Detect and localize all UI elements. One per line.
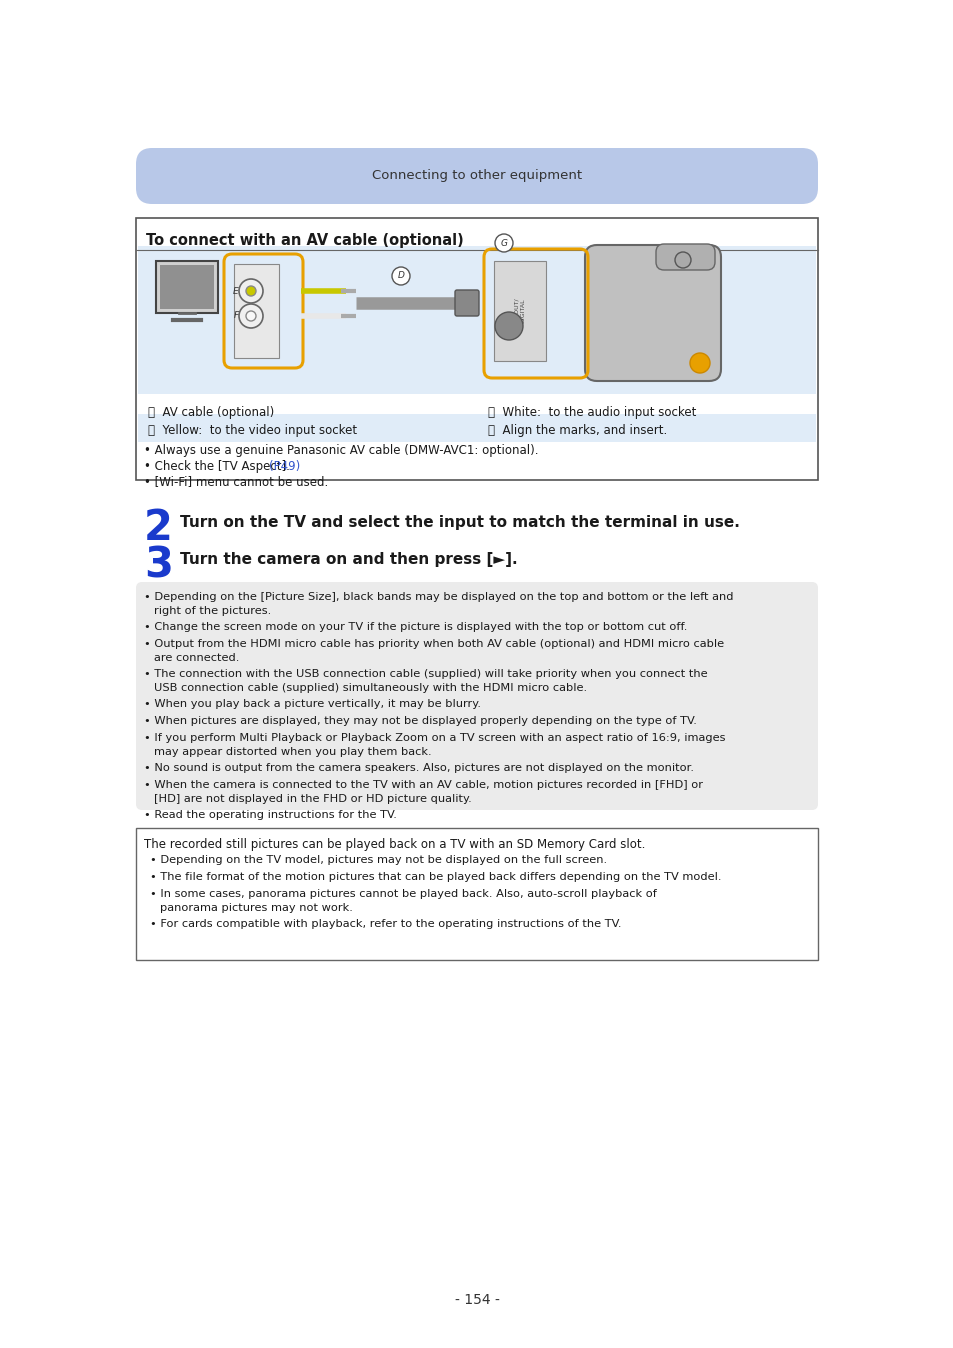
Bar [233, 264, 278, 359]
Text: • Change the screen mode on your TV if the picture is displayed with the top or : • Change the screen mode on your TV if t… [144, 621, 687, 632]
Circle shape [246, 286, 255, 297]
Text: • Read the operating instructions for the TV.: • Read the operating instructions for th… [144, 810, 396, 820]
Text: To connect with an AV cable (optional): To connect with an AV cable (optional) [146, 232, 463, 248]
Text: • The file format of the motion pictures that can be played back differs dependi: • The file format of the motion pictures… [150, 872, 720, 882]
FancyBboxPatch shape [656, 244, 714, 270]
Text: • [Wi-Fi] menu cannot be used.: • [Wi-Fi] menu cannot be used. [144, 474, 328, 488]
Text: • Output from the HDMI micro cable has priority when both AV cable (optional) an: • Output from the HDMI micro cable has p… [144, 639, 723, 648]
Text: • No sound is output from the camera speakers. Also, pictures are not displayed : • No sound is output from the camera spe… [144, 763, 693, 772]
Text: 3: 3 [144, 545, 172, 586]
Bar [138, 245, 815, 394]
Text: - 154 -: - 154 - [454, 1293, 499, 1308]
Text: • Check the [TV Aspect].: • Check the [TV Aspect]. [144, 460, 294, 473]
Text: Turn on the TV and select the input to match the terminal in use.: Turn on the TV and select the input to m… [180, 515, 740, 530]
Circle shape [246, 311, 255, 321]
Text: • If you perform Multi Playback or Playback Zoom on a TV screen with an aspect r: • If you perform Multi Playback or Playb… [144, 733, 724, 743]
Text: D: D [397, 271, 404, 280]
FancyBboxPatch shape [136, 582, 817, 810]
Circle shape [689, 353, 709, 373]
Text: [HD] are not displayed in the FHD or HD picture quality.: [HD] are not displayed in the FHD or HD … [153, 794, 471, 803]
Text: are connected.: are connected. [153, 652, 239, 663]
Circle shape [675, 252, 690, 268]
Text: Turn the camera on and then press [►].: Turn the camera on and then press [►]. [180, 551, 517, 568]
Text: right of the pictures.: right of the pictures. [153, 607, 271, 616]
Text: (P49): (P49) [269, 460, 300, 473]
FancyBboxPatch shape [136, 218, 817, 480]
Text: USB connection cable (supplied) simultaneously with the HDMI micro cable.: USB connection cable (supplied) simultan… [153, 683, 586, 693]
FancyBboxPatch shape [455, 290, 478, 315]
Text: AV OUT/
DIGITAL: AV OUT/ DIGITAL [514, 298, 525, 324]
Text: G: G [500, 239, 507, 248]
Text: • In some cases, panorama pictures cannot be played back. Also, auto-scroll play: • In some cases, panorama pictures canno… [150, 888, 657, 899]
Circle shape [239, 305, 263, 328]
Text: ⓕ  White:  to the audio input socket: ⓕ White: to the audio input socket [488, 406, 696, 419]
FancyBboxPatch shape [156, 262, 218, 313]
FancyBboxPatch shape [584, 245, 720, 381]
Bar [138, 414, 815, 442]
Bar [160, 266, 213, 309]
Text: 2: 2 [144, 507, 172, 549]
Text: • The connection with the USB connection cable (supplied) will take priority whe: • The connection with the USB connection… [144, 669, 707, 679]
Text: • When the camera is connected to the TV with an AV cable, motion pictures recor: • When the camera is connected to the TV… [144, 780, 702, 790]
Circle shape [392, 267, 410, 284]
Text: F: F [233, 311, 238, 321]
Circle shape [495, 311, 522, 340]
FancyBboxPatch shape [136, 828, 817, 960]
Text: • When you play back a picture vertically, it may be blurry.: • When you play back a picture verticall… [144, 700, 480, 709]
Text: • When pictures are displayed, they may not be displayed properly depending on t: • When pictures are displayed, they may … [144, 716, 696, 727]
Circle shape [495, 235, 513, 252]
FancyBboxPatch shape [136, 148, 817, 204]
Circle shape [239, 279, 263, 303]
Text: • For cards compatible with playback, refer to the operating instructions of the: • For cards compatible with playback, re… [150, 919, 620, 929]
Bar [494, 262, 545, 361]
Text: may appear distorted when you play them back.: may appear distorted when you play them … [153, 747, 431, 758]
Text: ⓔ  Yellow:  to the video input socket: ⓔ Yellow: to the video input socket [148, 425, 356, 437]
Text: Connecting to other equipment: Connecting to other equipment [372, 170, 581, 182]
Text: panorama pictures may not work.: panorama pictures may not work. [160, 903, 353, 913]
Text: • Depending on the TV model, pictures may not be displayed on the full screen.: • Depending on the TV model, pictures ma… [150, 855, 606, 865]
Text: • Depending on the [Picture Size], black bands may be displayed on the top and b: • Depending on the [Picture Size], black… [144, 592, 733, 603]
Text: E: E [233, 287, 238, 295]
Text: ⓓ  AV cable (optional): ⓓ AV cable (optional) [148, 406, 274, 419]
Text: The recorded still pictures can be played back on a TV with an SD Memory Card sl: The recorded still pictures can be playe… [144, 838, 644, 851]
Text: ⓖ  Align the marks, and insert.: ⓖ Align the marks, and insert. [488, 425, 666, 437]
Text: • Always use a genuine Panasonic AV cable (DMW-AVC1: optional).: • Always use a genuine Panasonic AV cabl… [144, 443, 537, 457]
